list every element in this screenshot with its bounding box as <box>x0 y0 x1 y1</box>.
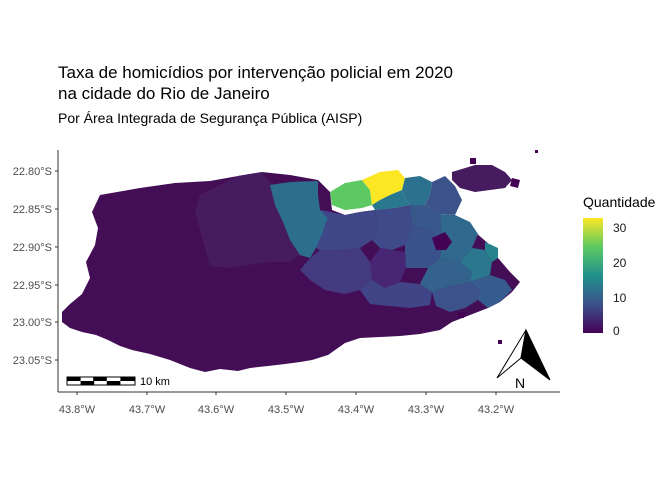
map-region-dark-spot <box>432 232 452 250</box>
scale-bar-label: 10 km <box>140 376 170 388</box>
legend-label-10: 10 <box>613 291 627 305</box>
north-arrow <box>496 328 551 381</box>
legend-label-0: 0 <box>613 324 620 338</box>
legend-title: Quantidade <box>583 194 656 210</box>
x-tick-label: 43.8°W <box>59 404 96 416</box>
chart-title-line2: na cidade do Rio de Janeiro <box>58 84 270 103</box>
chart-subtitle: Por Área Integrada de Segurança Pública … <box>58 110 363 126</box>
x-tick-label: 43.3°W <box>408 404 445 416</box>
map-region-small-island-4 <box>498 340 502 344</box>
map-region-small-island-2 <box>470 158 476 164</box>
map-region-north-b <box>402 176 432 205</box>
y-tick-label: 22.85°S <box>13 204 52 216</box>
map-region-ilha-governador <box>452 165 512 192</box>
map-region-central-d <box>370 248 406 288</box>
map-region-north-g <box>485 242 498 262</box>
map-region-north-c <box>425 176 462 215</box>
map-region-barra-central <box>360 280 432 308</box>
map-region-north-d <box>410 205 442 242</box>
map-region-north-yellow <box>362 170 405 205</box>
north-arrow-label: N <box>515 375 525 391</box>
x-tick-label: 43.2°W <box>478 404 515 416</box>
map-region-south-a <box>432 282 480 312</box>
legend-label-30: 30 <box>613 221 627 235</box>
y-tick-label: 22.90°S <box>13 242 52 254</box>
y-tick-label: 22.95°S <box>13 280 52 292</box>
map-region-small-island-1 <box>510 178 520 188</box>
y-tick-label: 23.05°S <box>13 355 52 367</box>
y-tick-label: 22.80°S <box>13 166 52 178</box>
map-region-north-green <box>330 180 372 210</box>
scale-bar <box>66 376 136 386</box>
map-region-campo-grande <box>195 172 300 268</box>
x-tick-label: 43.4°W <box>338 404 375 416</box>
x-tick-label: 43.6°W <box>198 404 235 416</box>
y-tick-label: 23.00°S <box>13 317 52 329</box>
x-tick-label: 43.7°W <box>129 404 166 416</box>
legend-label-20: 20 <box>613 256 627 270</box>
chart-title: Taxa de homicídios por intervenção polic… <box>58 62 453 104</box>
map-region-north-e <box>440 214 478 262</box>
legend-color-bar <box>583 218 603 333</box>
map-region-small-island-3 <box>535 150 538 153</box>
map-region-central-b <box>300 248 372 294</box>
map-region-north-a <box>372 190 410 210</box>
map-region-small-island-5 <box>458 312 466 318</box>
x-axis-ticks: 43.8°W 43.7°W 43.6°W 43.5°W 43.4°W 43.3°W 43.2… <box>59 392 515 416</box>
map-region-central-f <box>420 258 472 292</box>
map-region-south-b <box>470 275 512 308</box>
y-axis-ticks: 22.80°S 22.85°S 22.90°S 22.95°S 23.00°S 23.05… <box>13 166 58 367</box>
map-region-north-f <box>460 248 492 282</box>
x-tick-label: 43.5°W <box>268 404 305 416</box>
chart-title-line1: Taxa de homicídios por intervenção polic… <box>58 63 454 82</box>
map-region-central-a <box>316 210 378 250</box>
map-region-central-e <box>405 225 442 268</box>
map-region-bangu <box>270 181 328 258</box>
map-region-central-c <box>372 205 412 250</box>
